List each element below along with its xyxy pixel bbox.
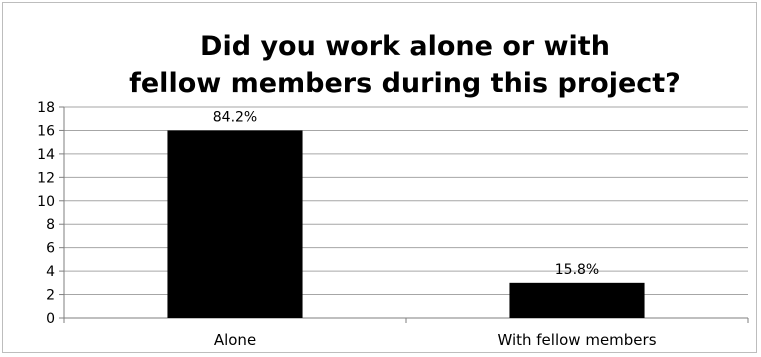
y-tick-label: 0: [46, 311, 55, 327]
y-tick-label: 6: [46, 241, 55, 257]
y-tick-label: 16: [37, 123, 55, 139]
y-tick-label: 4: [46, 264, 55, 280]
y-tick-label: 18: [37, 100, 55, 116]
y-tick-label: 10: [37, 194, 55, 210]
y-tick-label: 8: [46, 217, 55, 233]
chart-title: Did you work alone or with fellow member…: [60, 28, 750, 102]
bar-alone: [167, 130, 303, 318]
bar-with-fellow-members: [509, 282, 645, 318]
y-tick-label: 12: [37, 170, 55, 186]
chart-title-line-1: Did you work alone or with: [200, 31, 610, 62]
x-category-label: Alone: [214, 331, 256, 349]
y-tick-label: 14: [37, 147, 55, 163]
data-label: 84.2%: [213, 109, 257, 125]
data-label: 15.8%: [555, 262, 599, 278]
x-category-label: With fellow members: [497, 331, 656, 349]
chart-title-line-2: fellow members during this project?: [129, 68, 681, 99]
y-tick-label: 2: [46, 288, 55, 304]
